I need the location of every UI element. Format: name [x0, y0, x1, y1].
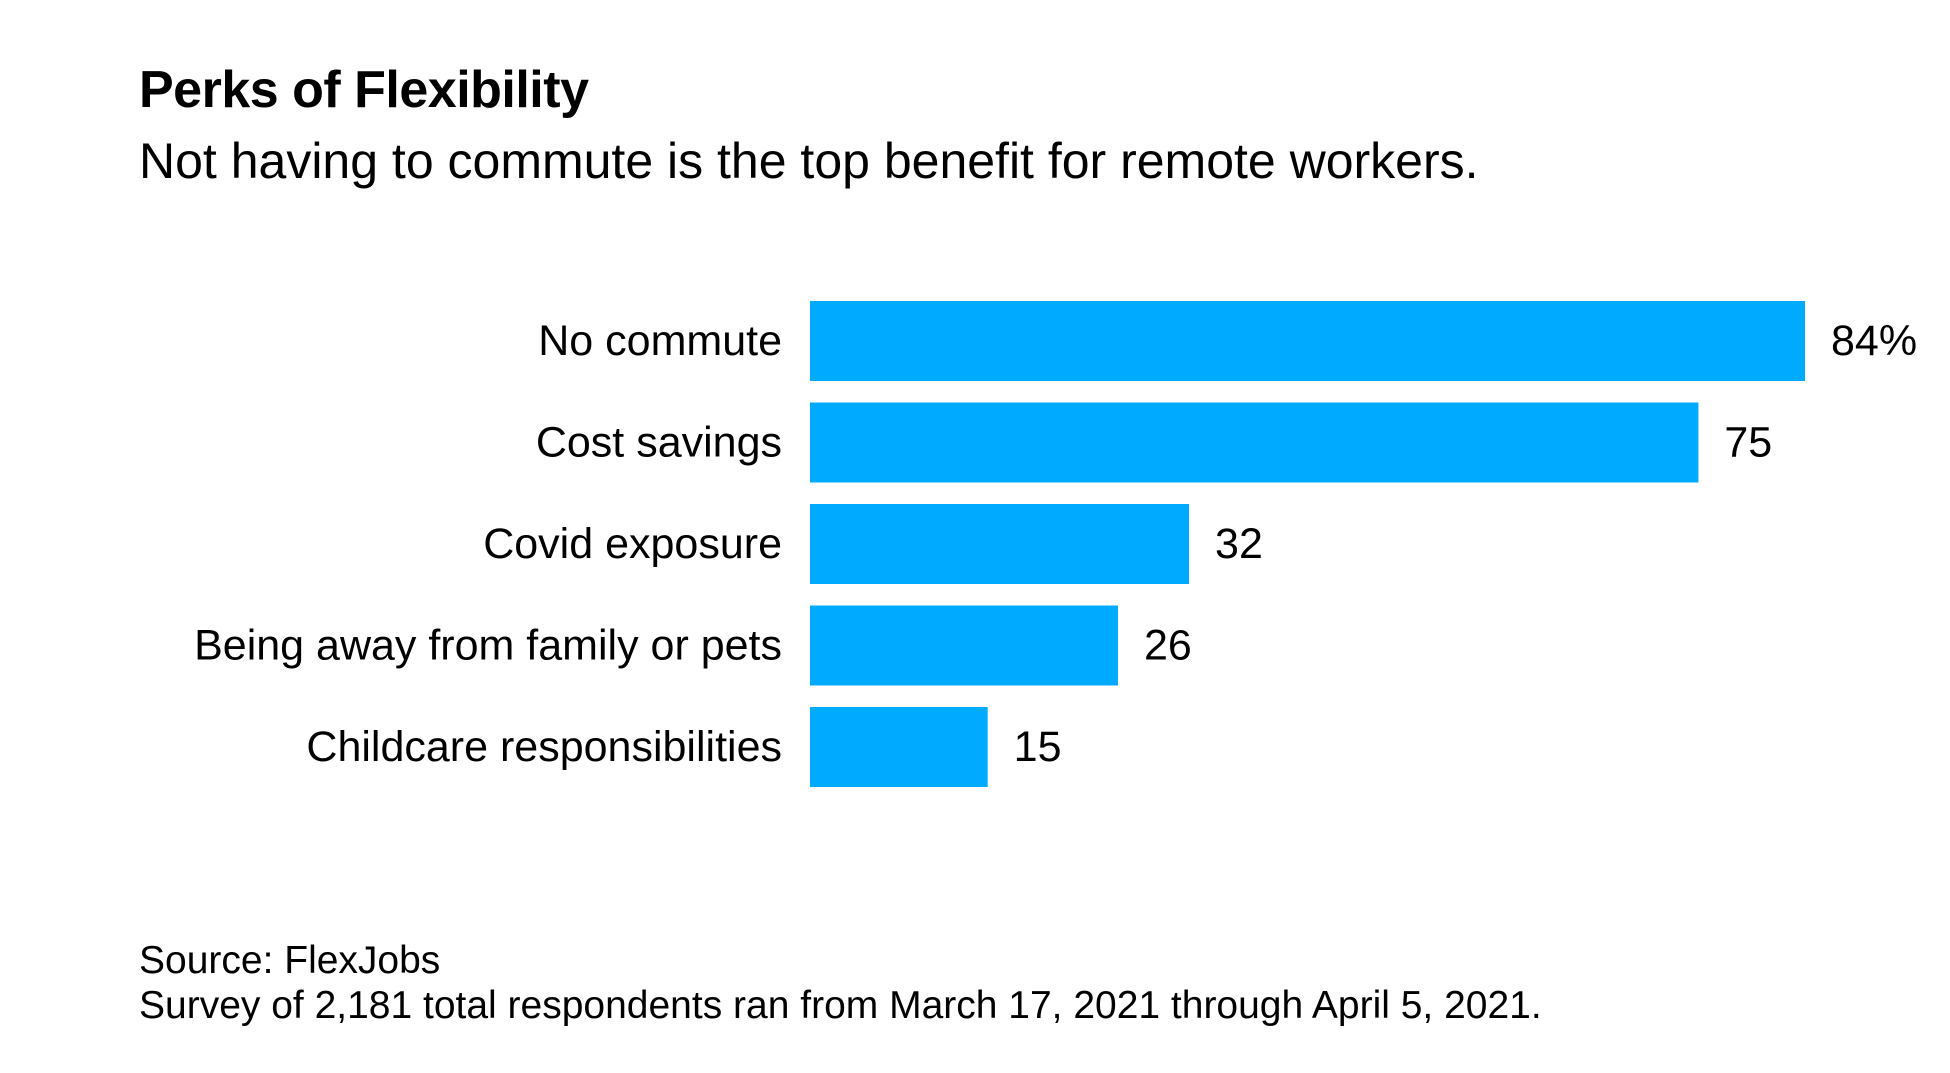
category-label-1: Cost savings	[536, 419, 782, 467]
value-label-0: 84%	[1831, 317, 1917, 365]
bar-2	[810, 504, 1190, 584]
bar-3	[810, 605, 1118, 686]
chart-subtitle: Not having to commute is the top benefit…	[139, 133, 1479, 189]
value-label-2: 32	[1215, 520, 1263, 568]
bar-0	[810, 301, 1805, 381]
category-label-3: Being away from family or pets	[194, 622, 782, 670]
value-label-4: 15	[1014, 723, 1062, 771]
source-note: Source: FlexJobs	[139, 939, 441, 982]
value-label-3: 26	[1144, 622, 1192, 670]
category-label-0: No commute	[538, 317, 782, 365]
survey-note: Survey of 2,181 total respondents ran fr…	[139, 984, 1542, 1027]
value-label-1: 75	[1724, 419, 1772, 467]
category-label-4: Childcare responsibilities	[306, 723, 782, 771]
category-label-2: Covid exposure	[483, 520, 782, 568]
bar-4	[810, 707, 988, 787]
chart-title: Perks of Flexibility	[139, 61, 589, 119]
bar-1	[810, 402, 1699, 483]
